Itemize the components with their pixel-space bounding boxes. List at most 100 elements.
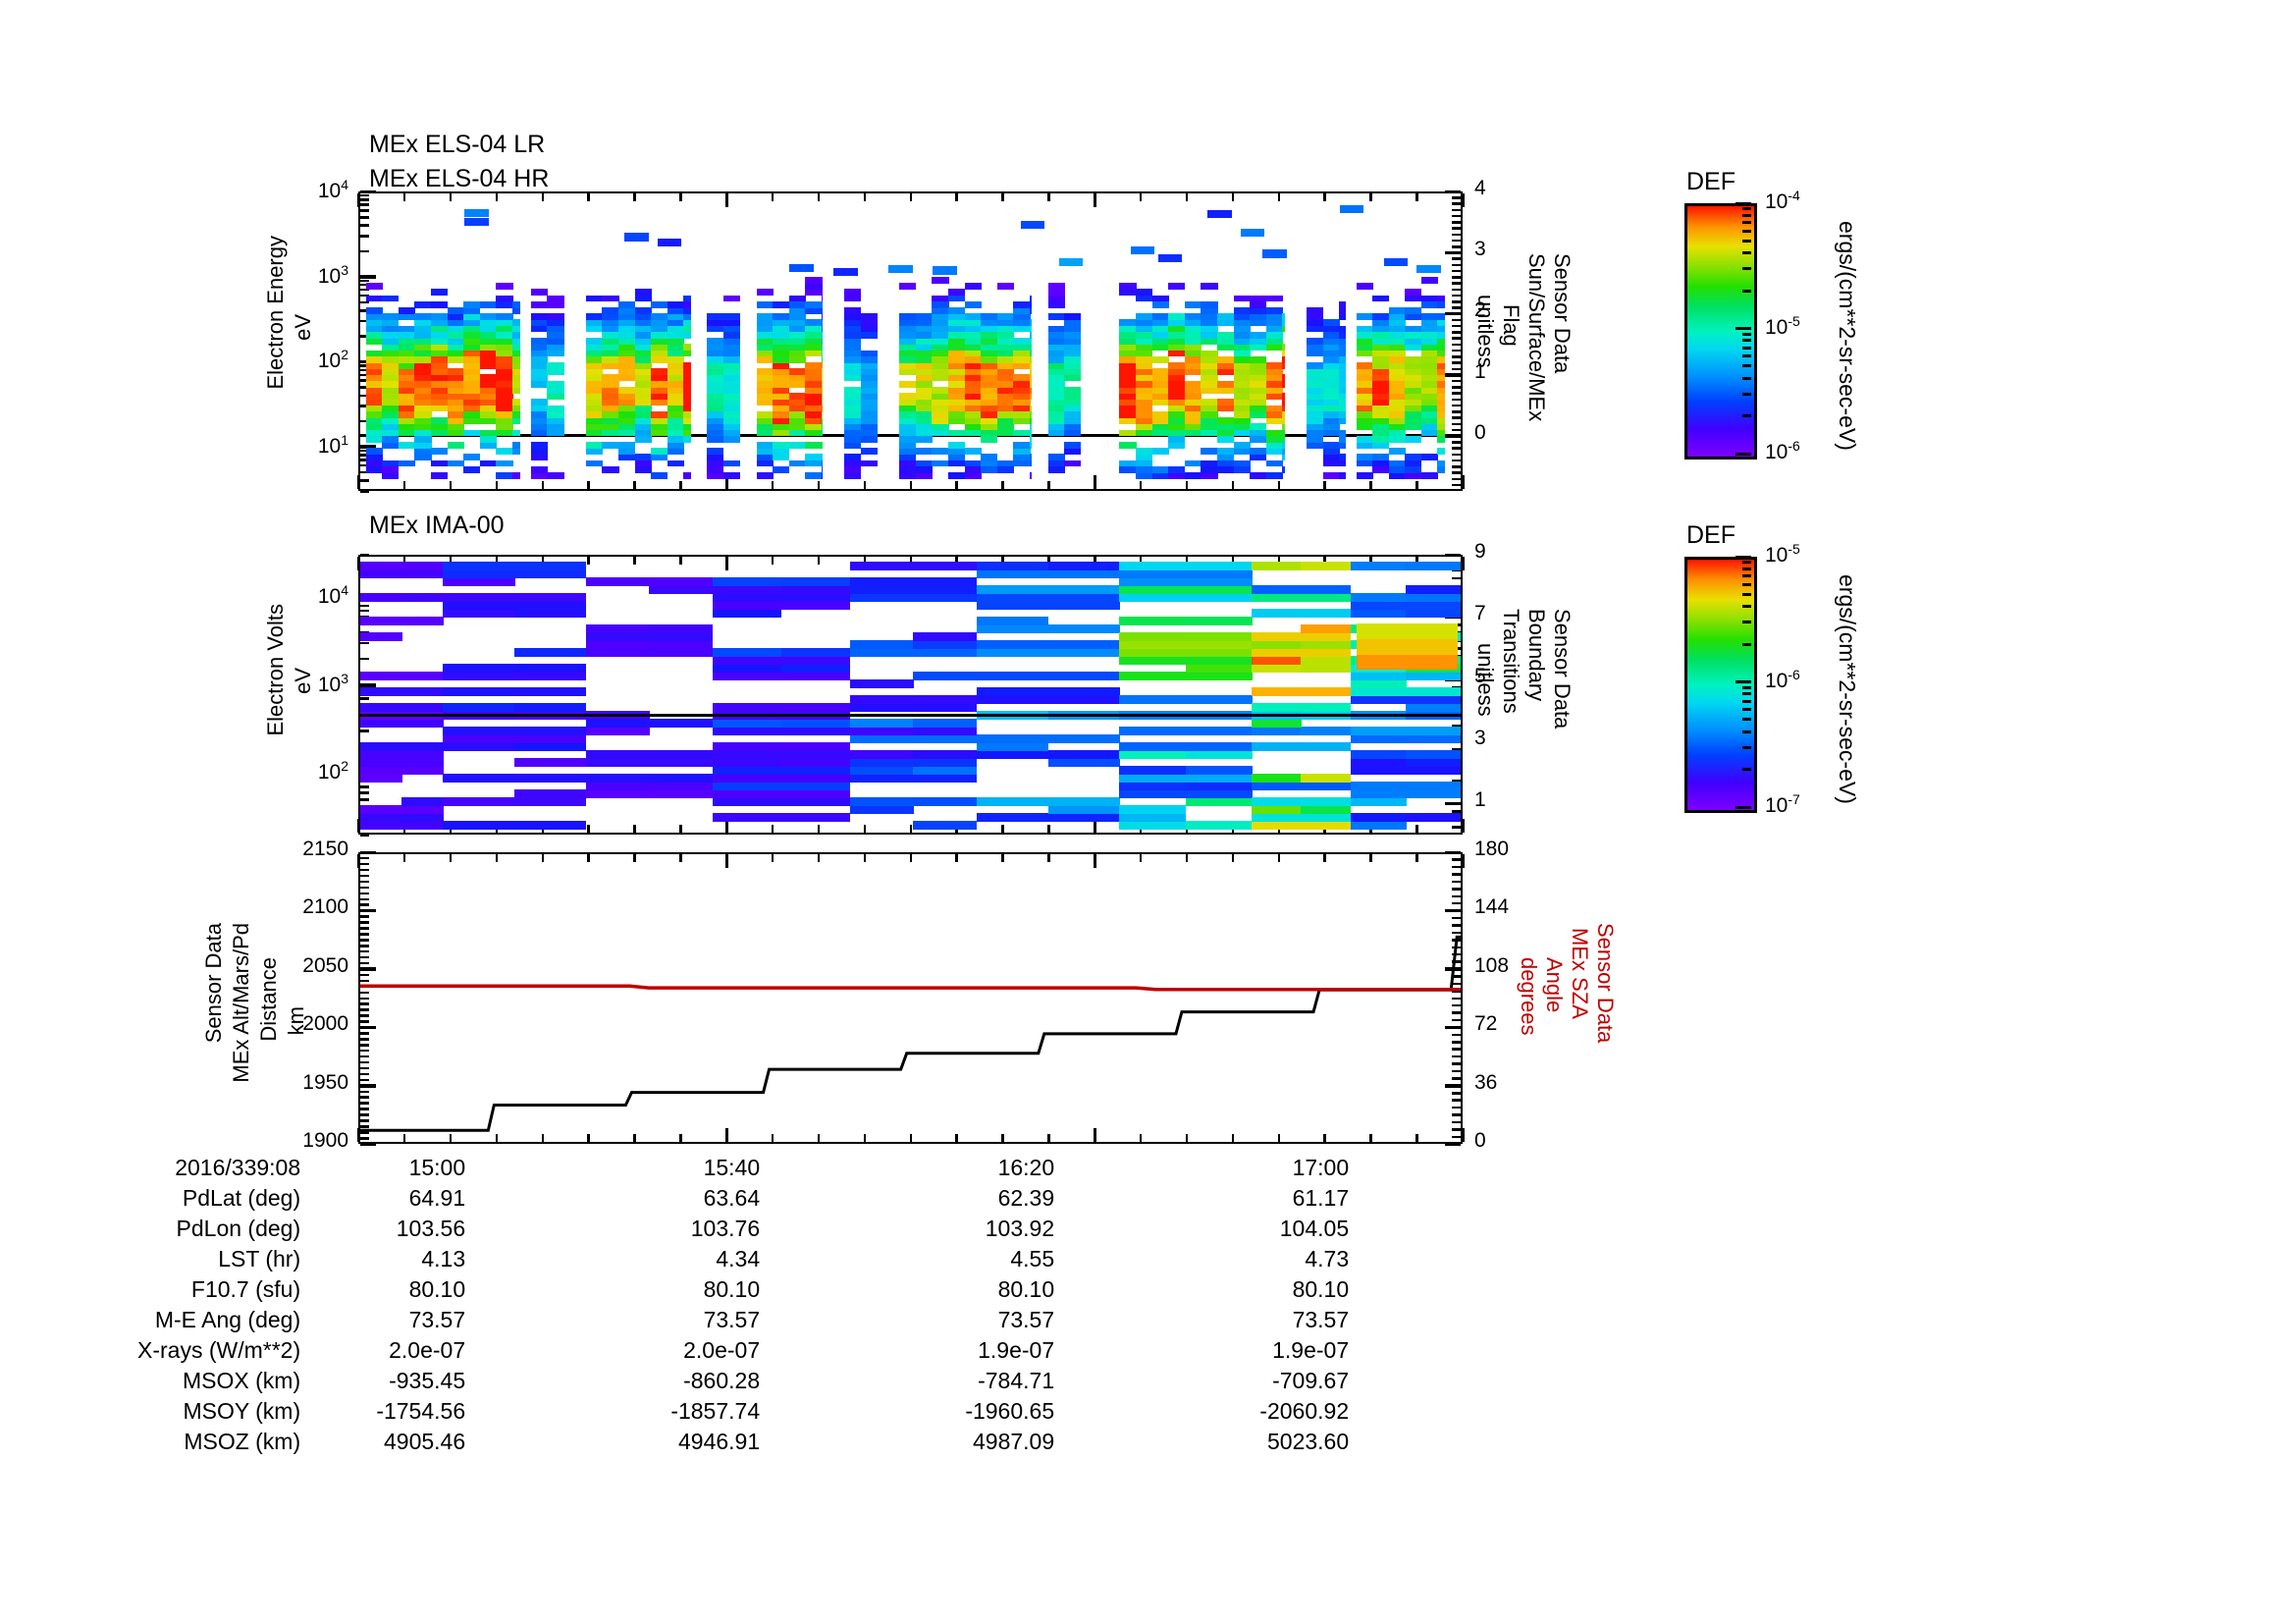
spectrogram-cell xyxy=(707,472,724,479)
spectrogram-cell xyxy=(463,374,481,382)
spectrogram-cell xyxy=(788,319,806,327)
ima-cell xyxy=(1119,593,1253,603)
spectrogram-cell xyxy=(1307,344,1324,352)
spectrogram-cell xyxy=(805,306,823,314)
axis-tick-label: 1900 xyxy=(302,1129,348,1152)
spectrogram-cell xyxy=(756,441,774,449)
spectrogram-cell xyxy=(1372,393,1390,400)
spectrogram-cell xyxy=(788,417,806,424)
ima-cell xyxy=(1119,617,1187,626)
tick-major xyxy=(1461,557,1465,570)
spectrogram-cell xyxy=(1047,331,1065,339)
tick-minor xyxy=(360,1078,369,1082)
spectrogram-cell xyxy=(1217,417,1235,424)
tick-minor xyxy=(1452,294,1461,298)
spectrogram-cell xyxy=(932,325,949,333)
spectrogram-cell xyxy=(617,448,636,455)
tick-minor xyxy=(955,481,958,489)
spectrogram-cell xyxy=(1030,295,1033,302)
ima-cell xyxy=(1405,750,1461,760)
tick-major xyxy=(724,1128,728,1142)
spectrogram-cell xyxy=(667,368,684,376)
spectrogram-cell xyxy=(1168,380,1186,388)
tick-minor xyxy=(360,880,369,884)
info-row-value: 4946.91 xyxy=(677,1429,761,1454)
info-row-value: 4.55 xyxy=(1010,1246,1055,1271)
spectrogram-cell xyxy=(365,465,383,473)
spectrogram-cell xyxy=(1322,417,1340,424)
info-row-value: -1857.74 xyxy=(670,1398,761,1424)
ima-cell xyxy=(443,672,515,681)
tick-major xyxy=(1461,819,1465,833)
axis-tick-label: 102 xyxy=(317,758,348,784)
spectrogram-cell xyxy=(1168,417,1186,424)
spectrogram-cell xyxy=(1013,319,1031,327)
ima-cell xyxy=(513,609,587,619)
spectrogram-cell xyxy=(1064,405,1082,412)
spectrogram-cell-highE xyxy=(1383,258,1409,267)
info-row-value: 4905.46 xyxy=(383,1429,466,1454)
spectrogram-cell xyxy=(1119,417,1137,424)
spectrogram-cell xyxy=(1119,344,1137,352)
tick-major xyxy=(360,850,376,854)
spectrogram-cell xyxy=(602,405,619,412)
spectrogram-cell xyxy=(617,441,636,449)
tick-minor xyxy=(1452,428,1461,432)
spectrogram-cell xyxy=(683,472,691,479)
spectrogram-cell xyxy=(1233,423,1251,431)
spectrogram-cell xyxy=(722,399,740,406)
info-row-label: M-E Ang (deg) xyxy=(154,1307,301,1332)
ima-spectrogram-data xyxy=(360,557,1461,833)
spectrogram-cell xyxy=(1307,368,1324,376)
spectrogram-cell xyxy=(634,289,652,297)
spectrogram-cell xyxy=(1250,374,1267,382)
spectrogram-cell xyxy=(860,313,879,321)
spectrogram-cell-highE xyxy=(888,264,913,274)
spectrogram-cell xyxy=(860,374,879,382)
spectrogram-cell xyxy=(1064,362,1082,369)
tick-minor xyxy=(360,319,369,323)
spectrogram-cell xyxy=(773,405,790,412)
ima-cell xyxy=(1405,609,1461,619)
spectrogram-cell xyxy=(1388,338,1406,345)
spectrogram-cell xyxy=(496,344,513,352)
info-row-value: 15:40 xyxy=(703,1155,761,1180)
spectrogram-cell xyxy=(1356,423,1373,431)
axis-tick-label: 3 xyxy=(1474,727,1486,749)
spectrogram-cell xyxy=(788,393,806,400)
spectrogram-cell xyxy=(547,350,564,357)
spectrogram-cell xyxy=(821,344,824,352)
spectrogram-cell xyxy=(773,429,790,437)
tick-minor xyxy=(587,557,590,565)
spectrogram-cell xyxy=(382,460,400,467)
spectrogram-cell xyxy=(1437,313,1445,321)
spectrogram-cell xyxy=(1405,289,1422,297)
spectrogram-cell xyxy=(805,319,823,327)
spectrogram-cell xyxy=(1119,405,1137,412)
spectrogram-cell xyxy=(1151,313,1169,321)
spectrogram-cell xyxy=(585,448,603,455)
spectrogram-cell xyxy=(602,362,619,369)
spectrogram-cell xyxy=(634,399,652,406)
spectrogram-cell xyxy=(1356,454,1373,461)
ima-cell xyxy=(443,577,515,587)
tick-minor xyxy=(360,364,369,367)
tick-minor xyxy=(1185,1134,1189,1142)
spectrogram-cell xyxy=(1047,410,1065,418)
spectrogram-cell xyxy=(430,393,449,400)
spectrogram-cell xyxy=(1322,331,1340,339)
spectrogram-cell xyxy=(948,429,966,437)
spectrogram-cell xyxy=(479,386,497,394)
tick-minor xyxy=(360,798,369,801)
ima-cell xyxy=(443,593,515,603)
spectrogram-cell xyxy=(707,423,724,431)
spectrogram-cell xyxy=(860,319,879,327)
spectrogram-cell xyxy=(1030,410,1033,418)
tick-major xyxy=(356,819,360,833)
spectrogram-cell xyxy=(398,410,415,418)
ima-cell xyxy=(443,703,515,713)
tick-major xyxy=(1461,1128,1465,1142)
spectrogram-cell xyxy=(1420,362,1439,369)
spectrogram-cell xyxy=(585,374,603,382)
ima-cell xyxy=(712,774,851,784)
